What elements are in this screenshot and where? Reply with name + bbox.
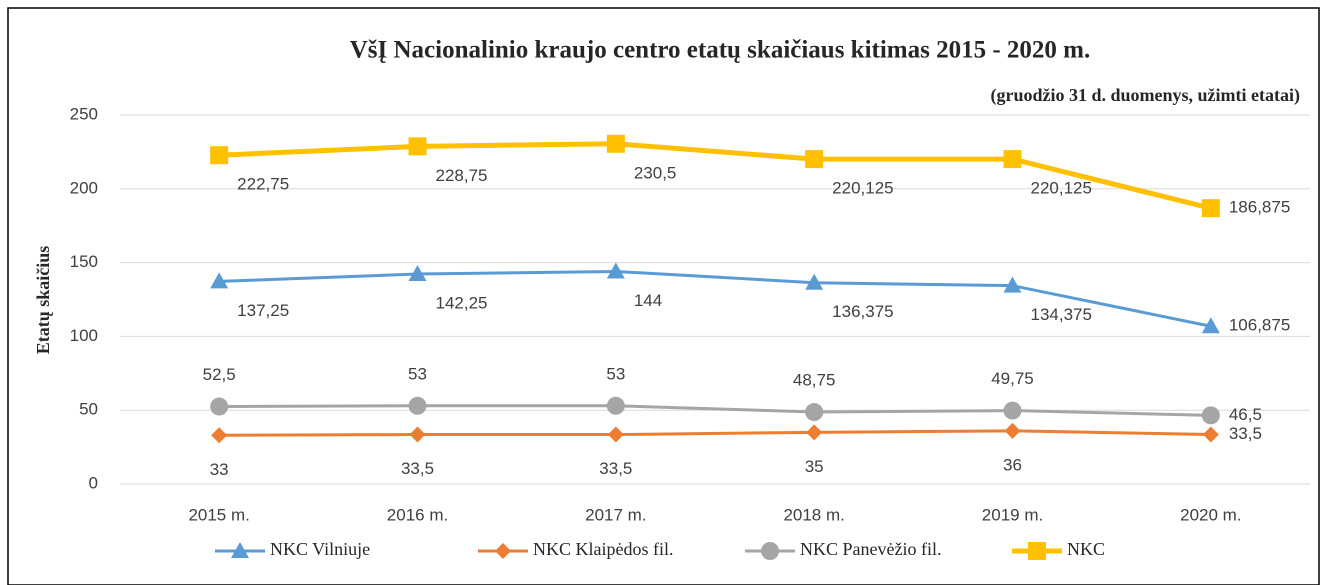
data-point [1003,150,1022,169]
x-tick-label: 2017 m. [585,505,646,524]
data-point [607,426,624,443]
value-label: 49,75 [991,369,1034,388]
x-tick-label: 2018 m. [783,505,844,524]
chart-subtitle: (gruodžio 31 d. duomenys, užimti etatai) [991,85,1301,106]
y-tick-label: 200 [70,178,98,197]
value-label: 33,5 [599,459,632,478]
data-point [805,150,824,169]
value-label: 144 [634,291,662,310]
data-point [409,426,426,443]
value-label: 33 [210,460,229,479]
data-point [1201,317,1220,334]
y-tick-label: 100 [70,326,98,345]
legend-marker [495,543,511,559]
data-point [805,273,824,290]
value-label: 53 [408,364,427,383]
data-point [1201,406,1220,425]
data-point [1201,199,1220,218]
value-label: 220,125 [1031,179,1092,198]
data-point [210,397,229,416]
series-line [219,429,1211,437]
data-point [1003,276,1022,293]
value-label: 52,5 [203,365,236,384]
data-point [806,424,823,441]
value-label: 33,5 [1229,424,1262,443]
legend-marker [761,542,779,560]
data-point [805,403,824,422]
series-line [219,269,1212,328]
value-label: 142,25 [436,294,488,313]
value-label: 53 [606,364,625,383]
value-label: 230,5 [634,163,677,182]
value-label: 46,5 [1229,405,1262,424]
series-line [219,141,1212,211]
data-point [1003,401,1022,420]
y-tick-label: 50 [79,400,98,419]
legend-label: NKC [1067,539,1105,559]
data-point [1004,422,1021,439]
value-label: 48,75 [793,371,836,390]
y-tick-label: 150 [70,252,98,271]
y-axis-label: Etatų skaičius [33,246,53,355]
value-label: 106,875 [1229,316,1290,335]
data-point [408,265,427,282]
value-label: 36 [1003,455,1022,474]
x-tick-label: 2020 m. [1180,505,1241,524]
data-point [606,396,625,415]
value-label: 137,25 [237,301,289,320]
chart-title: VšĮ Nacionalinio kraujo centro etatų ska… [350,37,1091,64]
value-label: 134,375 [1031,305,1092,324]
chart-border [7,7,1320,585]
legend-label: NKC Panevėžio fil. [800,539,941,559]
legend-marker [1028,542,1046,560]
legend-marker [231,542,249,558]
legend-label: NKC Klaipėdos fil. [533,539,673,559]
x-tick-label: 2015 m. [188,505,249,524]
y-tick-label: 250 [70,104,98,123]
value-label: 228,75 [436,166,488,185]
legend-label: NKC Vilniuje [270,539,370,559]
x-tick-label: 2019 m. [982,505,1043,524]
y-tick-label: 0 [89,473,98,492]
series-line [219,404,1211,417]
data-point [210,272,229,289]
value-label: 136,375 [832,302,893,321]
data-point [210,146,229,165]
data-point [606,134,625,153]
value-label: 186,875 [1229,198,1290,217]
x-tick-label: 2016 m. [387,505,448,524]
data-point [1202,426,1219,443]
value-label: 220,125 [832,179,893,198]
value-label: 222,75 [237,175,289,194]
data-point [408,137,427,156]
data-point [408,396,427,415]
value-label: 35 [805,457,824,476]
data-point [211,427,228,444]
value-label: 33,5 [401,459,434,478]
data-point [606,262,625,279]
